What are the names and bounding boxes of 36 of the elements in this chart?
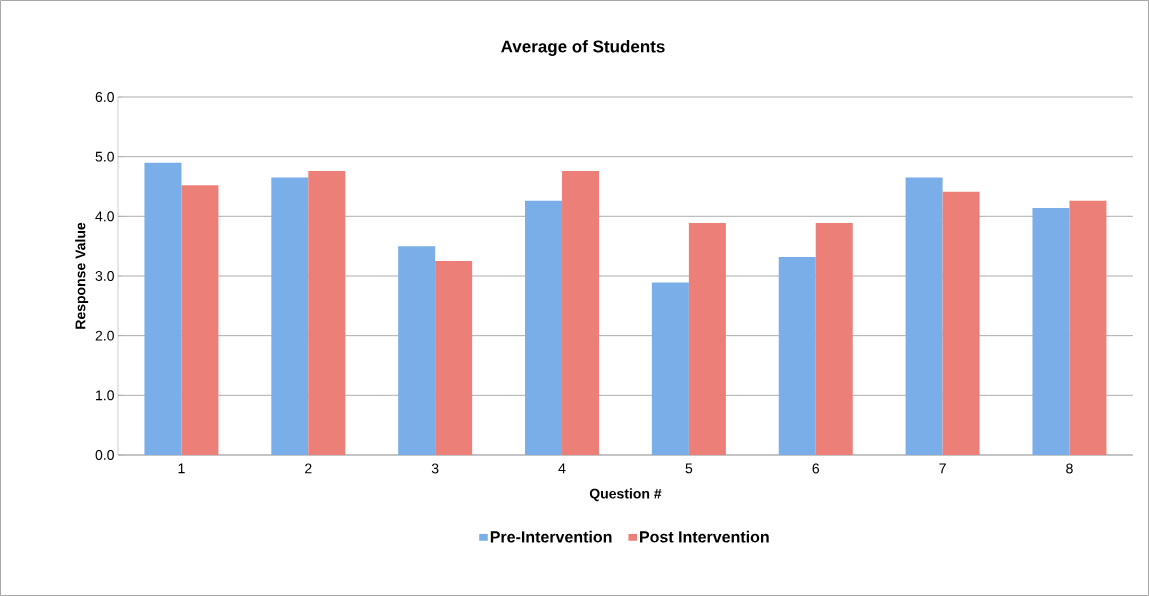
- x-tick-label: 1: [178, 463, 185, 474]
- bar: [435, 261, 473, 455]
- bar: [398, 246, 436, 455]
- y-tick-label: 5.0: [95, 151, 114, 162]
- legend-label: Post Intervention: [640, 530, 769, 543]
- y-tick-label: 2.0: [95, 330, 114, 341]
- x-tick-label: 7: [939, 463, 946, 474]
- bar: [308, 170, 346, 455]
- y-tick-label: 6.0: [95, 92, 114, 102]
- x-tick-label: 8: [1066, 463, 1073, 474]
- y-axis-title: Response Value: [75, 222, 89, 329]
- x-tick-label: 3: [431, 463, 439, 474]
- x-tick-label: 4: [558, 463, 566, 474]
- bar: [562, 170, 600, 455]
- legend-label: Pre-Intervention: [490, 530, 612, 543]
- x-axis-title: Question #: [589, 488, 662, 502]
- y-tick-label: 1.0: [96, 390, 114, 401]
- bar: [688, 222, 726, 455]
- y-tick-label: 0.0: [95, 450, 114, 460]
- bar: [1032, 207, 1070, 455]
- bar: [525, 200, 563, 455]
- bar: [1069, 200, 1107, 455]
- bar: [651, 282, 689, 455]
- x-tick-label: 2: [305, 463, 312, 474]
- chart-title: Average of Students: [501, 40, 665, 56]
- bar: [905, 177, 943, 455]
- x-tick-label: 6: [812, 463, 820, 474]
- y-tick-label: 4.0: [95, 211, 114, 222]
- bar: [144, 162, 182, 455]
- bar: [778, 256, 816, 455]
- bar: [271, 177, 309, 455]
- y-tick-label: 3.0: [95, 271, 114, 281]
- bar: [181, 185, 219, 455]
- x-tick-label: 5: [685, 463, 693, 474]
- bar: [942, 191, 980, 455]
- bar: [815, 222, 853, 455]
